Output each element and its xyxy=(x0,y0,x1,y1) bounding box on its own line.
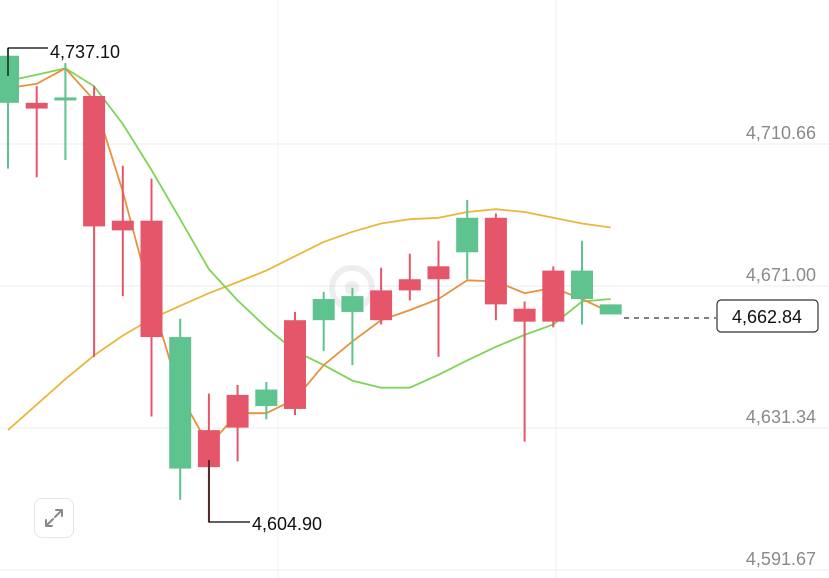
moving-average-lines xyxy=(7,67,612,448)
candle-body-up xyxy=(341,296,364,312)
candle-body-up xyxy=(312,298,335,321)
candle-body-up xyxy=(456,217,479,253)
y-tick-label: 4,710.66 xyxy=(746,123,816,143)
candle-body-down xyxy=(25,102,48,109)
candle-body-down xyxy=(83,96,106,227)
high-price-label: 4,737.10 xyxy=(50,42,120,62)
candle-body-up xyxy=(599,304,622,315)
candle-body-down xyxy=(513,308,536,322)
ma-fast-line xyxy=(7,67,612,448)
low-price-label: 4,604.90 xyxy=(252,514,322,534)
y-tick-label: 4,631.34 xyxy=(746,407,816,427)
ma-mid-line xyxy=(7,67,611,389)
candle-body-down xyxy=(111,220,134,231)
candle-body-up xyxy=(0,55,19,103)
candle-body-down xyxy=(542,270,565,322)
y-tick-label: 4,671.00 xyxy=(746,265,816,285)
candle-body-up xyxy=(54,97,77,101)
low-marker-line xyxy=(208,460,250,523)
last-price-label: 4,662.84 xyxy=(732,307,802,327)
last-price-box xyxy=(716,299,819,333)
ma-slow-line xyxy=(7,208,611,431)
candle-body-down xyxy=(427,266,450,280)
candle-body-down xyxy=(398,279,421,291)
annotations: 4,737.10 4,604.90 4,662.84 xyxy=(7,42,819,534)
candle-body-down xyxy=(370,290,393,321)
candles xyxy=(0,47,622,523)
candle-body-up xyxy=(571,270,593,299)
y-tick-label: 4,591.67 xyxy=(746,549,816,569)
candle-body-down xyxy=(284,320,306,409)
candle-body-up xyxy=(255,389,278,407)
candle-body-down xyxy=(484,217,507,305)
expand-chart-button[interactable] xyxy=(34,498,74,538)
y-axis-labels: 4,710.66 4,671.00 4,631.34 4,591.67 xyxy=(746,123,816,569)
candle-body-down xyxy=(140,220,163,338)
candle-body-down xyxy=(197,430,220,468)
expand-arrows-icon xyxy=(45,509,63,527)
candle-body-down xyxy=(226,394,249,428)
candle-body-up xyxy=(169,337,192,469)
